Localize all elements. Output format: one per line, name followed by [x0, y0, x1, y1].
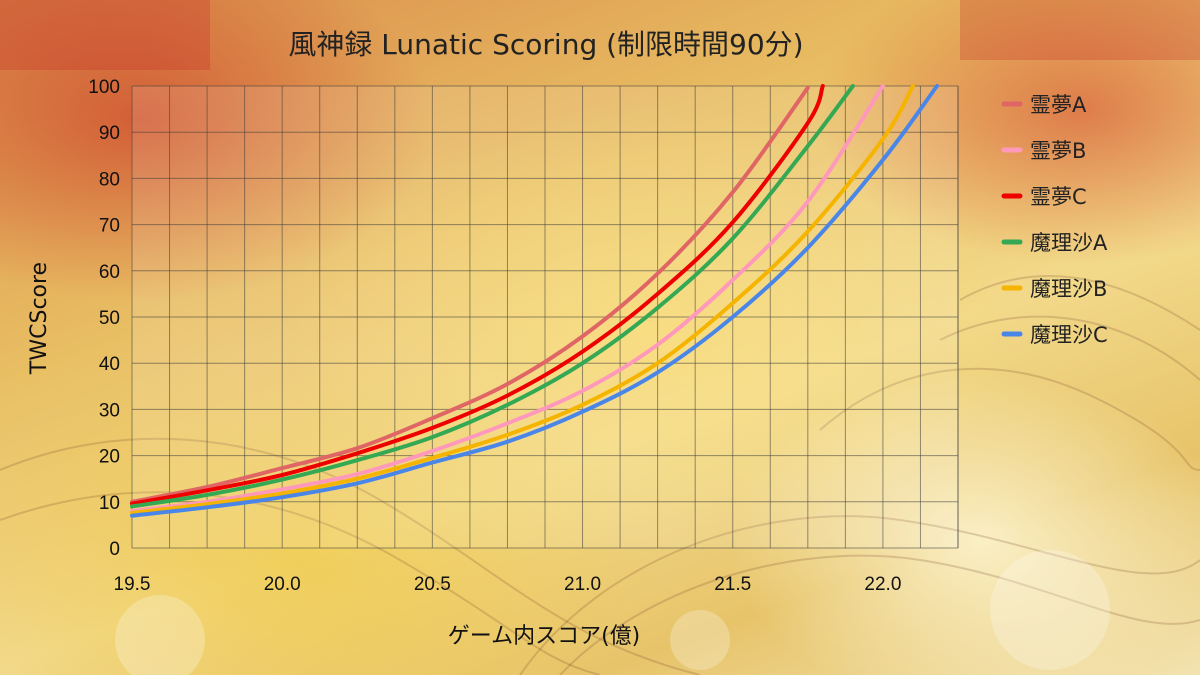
y-axis-ticks: 0 10 20 30 40 50 60 70 80 90 100 [88, 77, 120, 560]
y-tick-label: 30 [99, 400, 120, 421]
chart-title: 風神録 Lunatic Scoring (制限時間90分) [288, 28, 803, 61]
legend-label: 魔理沙C [1030, 323, 1108, 347]
y-tick-label: 60 [99, 262, 120, 283]
series-line [130, 84, 915, 515]
y-tick-label: 40 [99, 354, 120, 375]
legend-label: 魔理沙A [1030, 231, 1108, 255]
series-lines [130, 84, 939, 518]
legend-label: 魔理沙B [1030, 277, 1107, 301]
y-axis-label: TWCScore [27, 262, 52, 375]
legend-label: 霊夢C [1030, 185, 1087, 209]
x-tick-label: 20.0 [264, 574, 301, 595]
y-tick-label: 80 [99, 169, 120, 190]
y-tick-label: 0 [109, 539, 120, 560]
legend-label: 霊夢B [1030, 139, 1086, 163]
legend: 霊夢A 霊夢B 霊夢C 魔理沙A 魔理沙B 魔理沙C [1001, 93, 1108, 347]
x-tick-label: 21.0 [564, 574, 601, 595]
y-tick-label: 100 [88, 77, 120, 98]
y-tick-label: 70 [99, 216, 120, 237]
legend-label: 霊夢A [1030, 93, 1087, 117]
series-line [130, 84, 939, 518]
x-axis-ticks: 19.5 20.0 20.5 21.0 21.5 22.0 [114, 574, 902, 595]
x-tick-label: 21.5 [714, 574, 751, 595]
series-line [130, 84, 855, 509]
y-tick-label: 50 [99, 308, 120, 329]
series-line [130, 84, 825, 506]
series-line [130, 85, 810, 504]
x-tick-label: 20.5 [414, 574, 451, 595]
y-tick-label: 20 [99, 447, 120, 468]
x-axis-label: ゲーム内スコア(億) [448, 624, 641, 649]
y-tick-label: 90 [99, 123, 120, 144]
y-tick-label: 10 [99, 493, 120, 514]
series-line [130, 84, 885, 513]
x-tick-label: 19.5 [114, 574, 151, 595]
x-tick-label: 22.0 [864, 574, 901, 595]
